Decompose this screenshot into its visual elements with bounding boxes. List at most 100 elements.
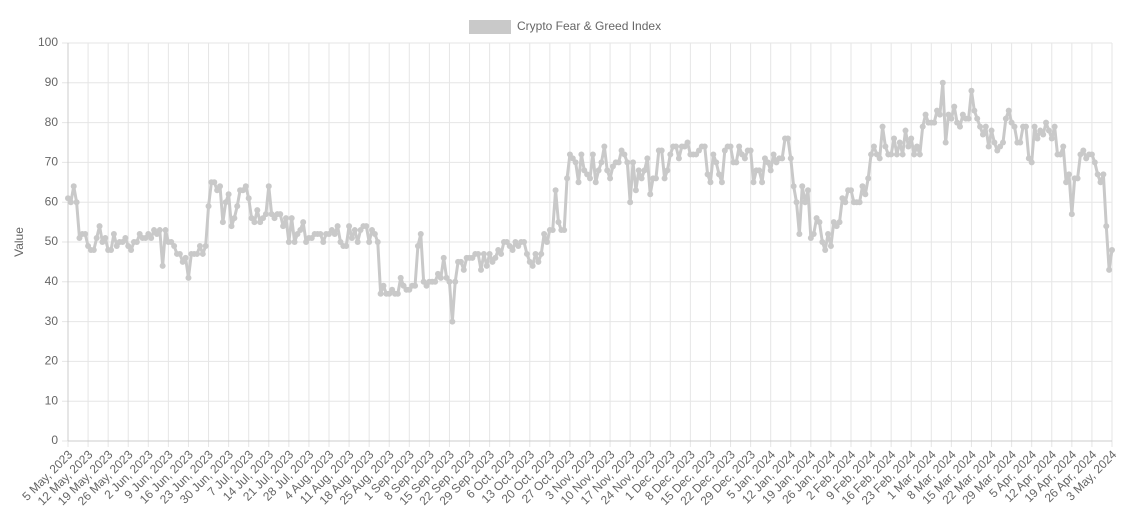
point: [632, 187, 639, 194]
point: [171, 242, 178, 249]
point: [825, 231, 832, 238]
point: [231, 215, 238, 222]
point: [96, 223, 103, 230]
point: [1074, 175, 1081, 182]
point: [635, 167, 642, 174]
point: [523, 250, 530, 257]
point: [891, 135, 898, 142]
point: [351, 227, 358, 234]
point: [475, 250, 482, 257]
point: [486, 250, 493, 257]
point: [607, 175, 614, 182]
point: [509, 246, 516, 253]
point: [936, 111, 943, 118]
point: [982, 123, 989, 130]
point: [911, 151, 918, 158]
point: [578, 151, 585, 158]
point: [770, 151, 777, 158]
point: [277, 211, 284, 218]
point: [641, 167, 648, 174]
point: [908, 135, 915, 142]
point: [1103, 223, 1110, 230]
point: [905, 143, 912, 150]
point: [718, 179, 725, 186]
point: [615, 159, 622, 166]
point: [1063, 179, 1070, 186]
point: [297, 227, 304, 234]
point: [985, 143, 992, 150]
point: [971, 107, 978, 114]
point: [1040, 131, 1047, 138]
point: [939, 79, 946, 86]
point: [942, 139, 949, 146]
point: [535, 258, 542, 265]
point: [70, 183, 77, 190]
point: [1080, 147, 1087, 154]
point: [658, 147, 665, 154]
point: [601, 143, 608, 150]
point: [282, 215, 289, 222]
point: [498, 250, 505, 257]
point: [366, 239, 373, 245]
point: [93, 235, 100, 242]
point: [707, 179, 714, 186]
point: [787, 155, 794, 162]
point: [701, 143, 708, 150]
point: [931, 119, 938, 126]
point: [793, 199, 800, 206]
point: [552, 187, 559, 194]
point: [888, 151, 895, 158]
point: [1088, 151, 1095, 158]
point: [822, 246, 829, 253]
point: [317, 231, 324, 238]
point: [73, 199, 80, 206]
legend-swatch[interactable]: [469, 20, 511, 34]
point: [733, 159, 740, 166]
point: [285, 239, 292, 245]
point: [1000, 139, 1007, 146]
point: [644, 155, 651, 162]
point: [704, 171, 711, 178]
point: [532, 250, 539, 257]
point: [604, 167, 611, 174]
point: [343, 242, 350, 249]
point: [205, 203, 212, 210]
point: [354, 239, 361, 245]
point: [727, 143, 734, 150]
point: [988, 127, 995, 134]
y-axis-title: Value: [12, 227, 26, 257]
point: [156, 227, 163, 234]
point: [90, 246, 97, 253]
point: [543, 239, 550, 245]
point: [968, 87, 975, 94]
point: [948, 115, 955, 122]
point: [870, 143, 877, 150]
point: [162, 227, 169, 234]
point: [234, 203, 241, 210]
y-tick-label: 40: [45, 274, 59, 288]
point: [587, 175, 593, 182]
point: [457, 258, 464, 265]
point: [251, 219, 258, 226]
point: [836, 219, 843, 226]
legend-label[interactable]: Crypto Fear & Greed Index: [517, 19, 661, 33]
point: [1017, 139, 1024, 146]
point: [363, 223, 370, 230]
point: [1051, 123, 1058, 130]
point: [595, 167, 602, 174]
point: [1109, 246, 1115, 253]
point: [991, 139, 998, 146]
point: [483, 262, 490, 269]
point: [82, 231, 89, 238]
point: [827, 242, 834, 249]
point: [176, 250, 183, 257]
point: [242, 183, 249, 190]
point: [222, 199, 229, 206]
point: [589, 151, 596, 158]
point: [804, 187, 811, 194]
point: [575, 179, 582, 186]
point: [862, 191, 869, 198]
point: [810, 231, 817, 238]
point: [460, 266, 467, 273]
point: [561, 227, 568, 234]
